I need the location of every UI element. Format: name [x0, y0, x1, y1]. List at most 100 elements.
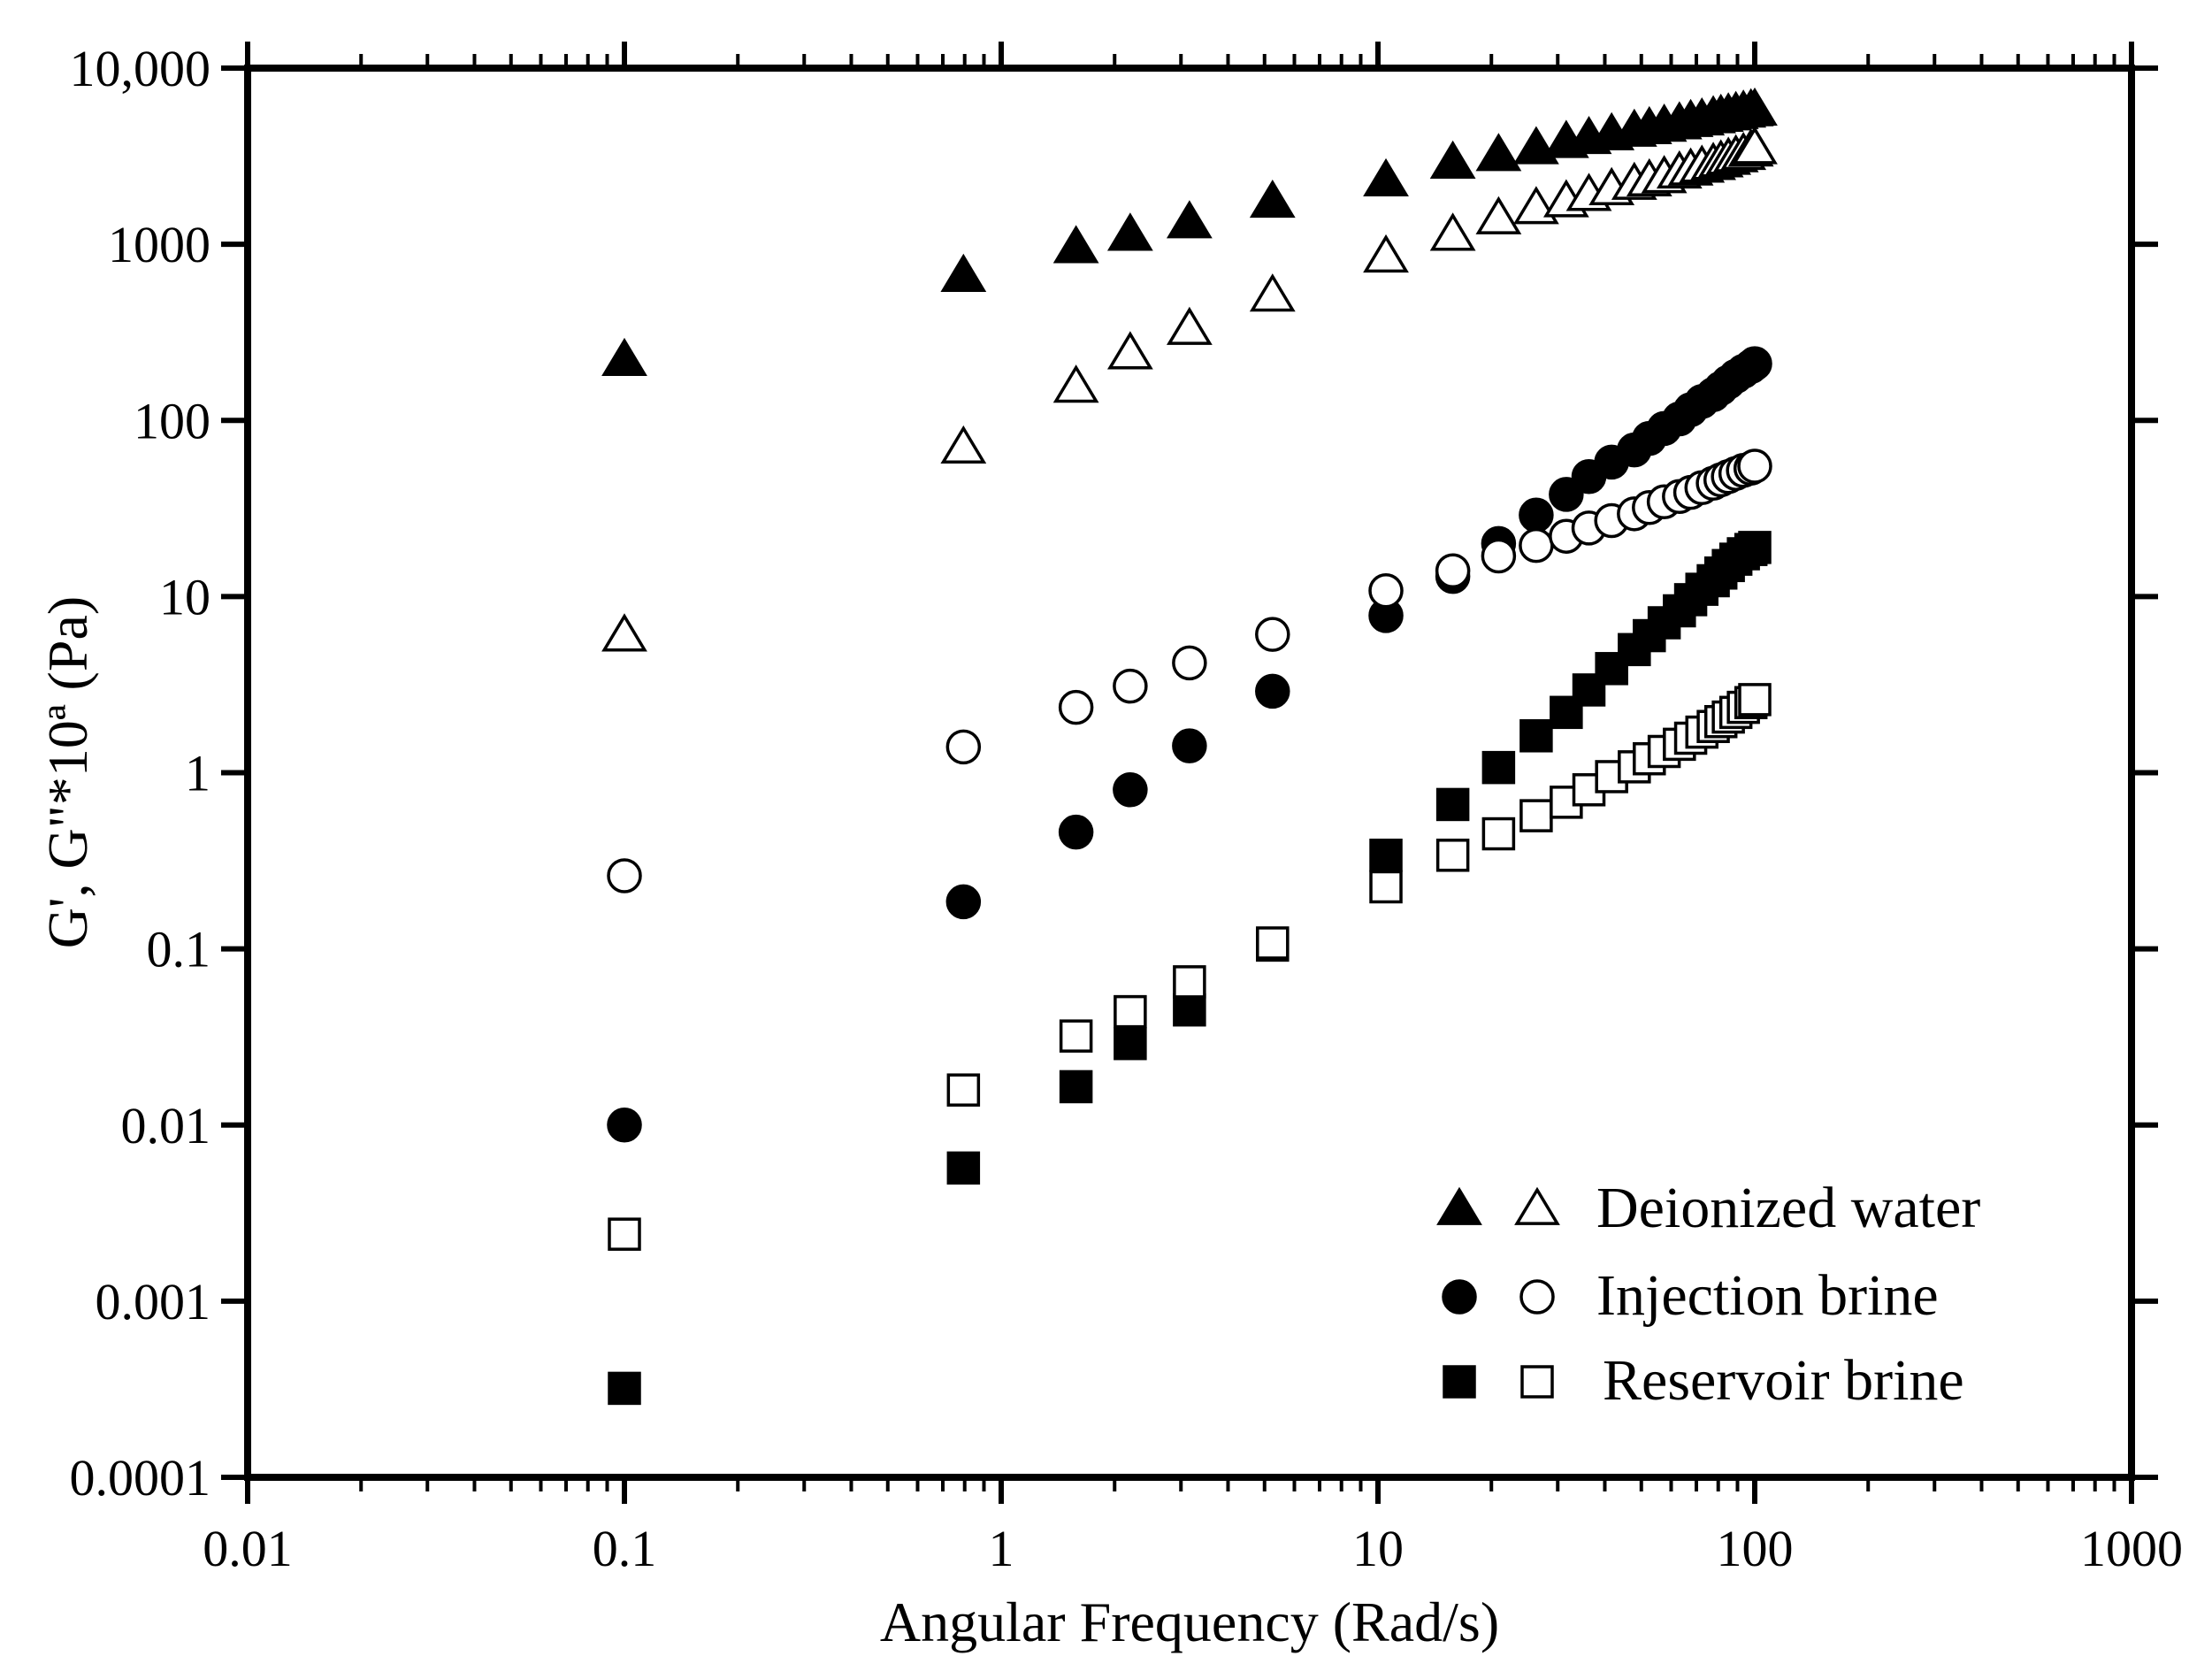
legend-markers-deionized-water: [1436, 1186, 1560, 1225]
injection-brine-g-point: [1113, 772, 1148, 808]
y-tick-label: 0.1: [147, 921, 211, 978]
deionized-water-g-point: [1363, 157, 1409, 196]
injection-brine-g-point: [1737, 346, 1772, 381]
injection-brine-g-point: [1058, 689, 1094, 725]
y-tick-label: 100: [134, 392, 210, 449]
injection-brine-g-point: [945, 884, 982, 920]
injection-brine-g-point: [1172, 728, 1207, 763]
reservoir-brine-g-point: [1519, 799, 1553, 832]
injection-brine-g-point: [1481, 538, 1517, 574]
reservoir-brine-g-point: [946, 1151, 981, 1185]
injection-brine-g-point: [945, 729, 982, 765]
injection-brine-g-point: [1255, 617, 1290, 652]
x-tick-label: 0.01: [203, 1520, 293, 1577]
deionized-water-g-point: [1475, 133, 1522, 172]
deionized-water-g-point: [1106, 331, 1153, 370]
injection-brine-g-point: [1368, 572, 1404, 609]
reservoir-brine-g-point: [1550, 695, 1583, 730]
reservoir-brine-g-point: [608, 1217, 641, 1251]
deionized-water-g-point: [1052, 225, 1099, 264]
x-axis-title: Angular Frequency (Rad/s): [880, 1591, 1499, 1653]
reservoir-brine-g-point: [1481, 816, 1516, 851]
legend-item-reservoir-brine: Reservoir brine: [1443, 1348, 1964, 1413]
deionized-water-g-point: [940, 253, 987, 292]
legend: Deionized water Injection brine Reservoi…: [1436, 1176, 1980, 1413]
injection-brine-g-point: [1255, 673, 1290, 709]
deionized-water-g-point: [1106, 212, 1153, 251]
x-tick-labels: 0.01 0.1 1 10 100 1000: [203, 1520, 2183, 1577]
injection-brine-g-point: [1519, 527, 1554, 564]
legend-label-deionized-water: Deionized water: [1596, 1176, 1980, 1240]
reservoir-brine-g-point: [1369, 839, 1403, 872]
legend-marker-deionized-water-open: [1514, 1186, 1560, 1225]
deionized-water-g-point: [1166, 306, 1213, 345]
x-tick-label: 1: [989, 1520, 1014, 1577]
deionized-water-g-point: [1249, 273, 1296, 312]
y-tick-label: 0.001: [96, 1273, 211, 1330]
injection-brine-g-point: [607, 858, 642, 893]
x-tick-label: 0.1: [593, 1520, 657, 1577]
y-tick-label: 0.01: [121, 1097, 211, 1154]
injection-brine-g-point: [1058, 814, 1094, 850]
deionized-water-g-point: [601, 337, 647, 376]
deionized-water-g-point: [1732, 87, 1778, 126]
x-tick-label: 10: [1352, 1520, 1404, 1577]
legend-marker-injection-brine-open: [1519, 1279, 1555, 1315]
legend-item-deionized-water: Deionized water: [1436, 1176, 1980, 1240]
x-tick-label: 100: [1717, 1520, 1794, 1577]
reservoir-brine-g-point: [1738, 531, 1772, 564]
deionized-water-g-point: [1363, 234, 1409, 273]
reservoir-brine-g-point: [1435, 839, 1470, 872]
y-tick-label: 1: [185, 745, 210, 802]
reservoir-brine-g-point: [946, 1073, 981, 1107]
legend-marker-deionized-water-filled: [1436, 1186, 1482, 1225]
injection-brine-g-point: [1549, 477, 1584, 512]
deionized-water-g-point: [940, 425, 987, 464]
injection-brine-g-point: [1519, 497, 1554, 533]
deionized-water-g-point: [1429, 212, 1476, 251]
injection-brine-g-point: [1737, 448, 1772, 484]
legend-markers-injection-brine: [1442, 1279, 1555, 1315]
reservoir-brine-g-point: [1256, 926, 1290, 960]
injection-brine-g-point: [1172, 645, 1207, 681]
injection-brine-g-point: [607, 1108, 642, 1143]
y-tick-label: 0.0001: [70, 1449, 211, 1506]
y-tick-label: 10: [159, 568, 210, 625]
reservoir-brine-g-point: [1435, 787, 1470, 822]
reservoir-brine-g-point: [1481, 750, 1516, 785]
legend-label-reservoir-brine: Reservoir brine: [1603, 1348, 1964, 1413]
legend-marker-injection-brine-filled: [1442, 1279, 1477, 1315]
reservoir-brine-g-point: [608, 1371, 641, 1406]
injection-brine-g-point: [1113, 668, 1148, 704]
reservoir-brine-g-point: [1114, 1026, 1147, 1061]
legend-marker-reservoir-brine-filled: [1443, 1365, 1476, 1399]
y-tick-label: 10,000: [70, 40, 211, 97]
deionized-water-g-point: [1249, 179, 1296, 218]
deionized-water-g-point: [1166, 200, 1213, 239]
legend-label-injection-brine: Injection brine: [1596, 1263, 1939, 1328]
deionized-water-g-point: [601, 613, 647, 652]
reservoir-brine-g-point: [1059, 1019, 1093, 1053]
reservoir-brine-g-point: [1173, 965, 1206, 999]
reservoir-brine-g-point: [1114, 994, 1147, 1029]
reservoir-brine-g-point: [1519, 719, 1553, 753]
reservoir-brine-g-point: [1059, 1070, 1093, 1104]
deionized-water-g-point: [1429, 140, 1476, 179]
injection-brine-g-point: [1435, 553, 1471, 589]
data-markers: [601, 87, 1778, 1406]
y-axis-title: G', G"*10ª (Pa): [36, 596, 99, 948]
y-tick-labels: 0.0001 0.001 0.01 0.1 1 10 100 1000 10,000: [70, 40, 211, 1506]
x-tick-label: 1000: [2080, 1520, 2183, 1577]
legend-markers-reservoir-brine: [1443, 1365, 1554, 1399]
reservoir-brine-g-point: [1369, 870, 1403, 904]
axis-ticks: [221, 42, 2158, 1504]
deionized-water-g-point: [1475, 196, 1522, 234]
y-tick-label: 1000: [108, 216, 210, 273]
deionized-water-g-point: [1732, 126, 1778, 165]
reservoir-brine-g-point: [1738, 683, 1772, 717]
reservoir-brine-g-point: [1173, 993, 1206, 1027]
legend-marker-reservoir-brine-open: [1520, 1365, 1554, 1399]
legend-item-injection-brine: Injection brine: [1442, 1263, 1939, 1328]
deionized-water-g-point: [1052, 364, 1099, 403]
